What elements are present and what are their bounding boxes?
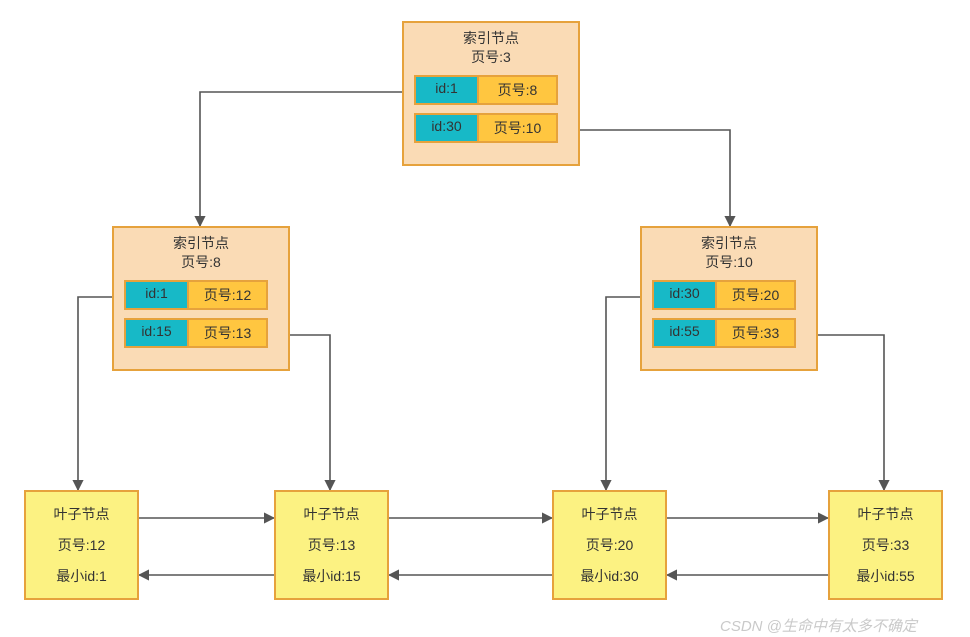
entry-id-cell: id:30	[652, 280, 716, 310]
entry-page-cell: 页号:20	[716, 280, 796, 310]
edge	[606, 297, 640, 490]
edge	[818, 335, 884, 490]
edge	[78, 297, 112, 490]
index-node: 索引节点页号:3id:1页号:8id:30页号:10	[402, 21, 580, 166]
leaf-min-id: 最小id:30	[558, 566, 661, 586]
watermark: CSDN @生命中有太多不确定	[720, 615, 917, 636]
leaf-title: 叶子节点	[558, 504, 661, 524]
leaf-title: 叶子节点	[280, 504, 383, 524]
leaf-min-id: 最小id:15	[280, 566, 383, 586]
entry-page-cell: 页号:8	[478, 75, 558, 105]
leaf-page: 页号:20	[558, 535, 661, 555]
diagram-canvas: CSDN @生命中有太多不确定 索引节点页号:3id:1页号:8id:30页号:…	[0, 0, 970, 637]
edge	[580, 130, 730, 226]
index-node-header: 索引节点页号:8	[124, 234, 278, 272]
leaf-min-id: 最小id:55	[834, 566, 937, 586]
leaf-page: 页号:13	[280, 535, 383, 555]
index-node: 索引节点页号:8id:1页号:12id:15页号:13	[112, 226, 290, 371]
index-entry: id:55页号:33	[652, 318, 806, 348]
entry-page-cell: 页号:33	[716, 318, 796, 348]
leaf-node: 叶子节点页号:12 最小id:1	[24, 490, 139, 600]
index-entry: id:1页号:8	[414, 75, 568, 105]
index-entry: id:15页号:13	[124, 318, 278, 348]
leaf-node: 叶子节点页号:20 最小id:30	[552, 490, 667, 600]
index-node-page: 页号:8	[124, 253, 278, 272]
leaf-page: 页号:12	[30, 535, 133, 555]
edge	[200, 92, 402, 226]
index-node: 索引节点页号:10id:30页号:20id:55页号:33	[640, 226, 818, 371]
index-node-header: 索引节点页号:3	[414, 29, 568, 67]
leaf-min-id: 最小id:1	[30, 566, 133, 586]
index-node-title: 索引节点	[414, 29, 568, 48]
leaf-node: 叶子节点页号:13 最小id:15	[274, 490, 389, 600]
edge	[290, 335, 330, 490]
entry-id-cell: id:55	[652, 318, 716, 348]
entry-id-cell: id:15	[124, 318, 188, 348]
leaf-node: 叶子节点页号:33 最小id:55	[828, 490, 943, 600]
index-entry: id:1页号:12	[124, 280, 278, 310]
index-node-page: 页号:10	[652, 253, 806, 272]
index-node-title: 索引节点	[652, 234, 806, 253]
entry-page-cell: 页号:13	[188, 318, 268, 348]
leaf-title: 叶子节点	[834, 504, 937, 524]
index-entry: id:30页号:20	[652, 280, 806, 310]
entry-page-cell: 页号:12	[188, 280, 268, 310]
index-entry: id:30页号:10	[414, 113, 568, 143]
entry-id-cell: id:1	[414, 75, 478, 105]
entry-page-cell: 页号:10	[478, 113, 558, 143]
entry-id-cell: id:1	[124, 280, 188, 310]
index-node-title: 索引节点	[124, 234, 278, 253]
leaf-page: 页号:33	[834, 535, 937, 555]
entry-id-cell: id:30	[414, 113, 478, 143]
leaf-title: 叶子节点	[30, 504, 133, 524]
index-node-page: 页号:3	[414, 48, 568, 67]
index-node-header: 索引节点页号:10	[652, 234, 806, 272]
